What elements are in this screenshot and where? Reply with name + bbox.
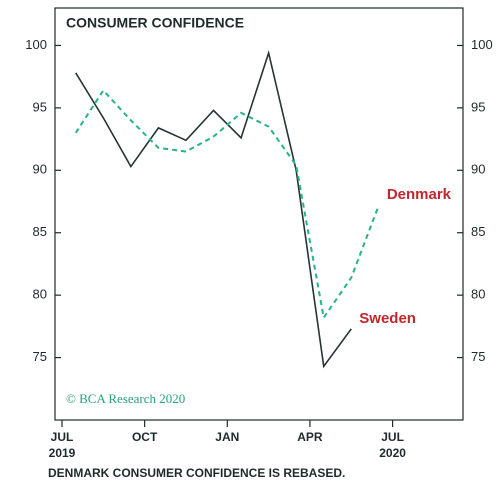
year-label: 2019 <box>49 446 76 460</box>
series-label: Sweden <box>359 310 416 327</box>
x-tick-label: JUL <box>51 430 74 444</box>
y2-tick-label: 95 <box>471 99 485 114</box>
y-tick-label: 90 <box>33 162 47 177</box>
x-tick-label: JAN <box>215 430 239 444</box>
y2-tick-label: 80 <box>471 287 485 302</box>
footnote: DENMARK CONSUMER CONFIDENCE IS REBASED. <box>48 466 345 480</box>
y2-tick-label: 90 <box>471 162 485 177</box>
y-tick-label: 100 <box>25 37 47 52</box>
year-label: 2020 <box>379 446 406 460</box>
x-tick-label: OCT <box>132 430 158 444</box>
y-tick-label: 75 <box>33 349 47 364</box>
x-tick-label: JUL <box>381 430 404 444</box>
y2-tick-label: 100 <box>471 37 493 52</box>
series-line <box>75 49 352 369</box>
y-tick-label: 85 <box>33 224 47 239</box>
y2-tick-label: 75 <box>471 349 485 364</box>
y-tick-label: 95 <box>33 99 47 114</box>
x-tick-label: APR <box>297 430 323 444</box>
y2-tick-label: 85 <box>471 224 485 239</box>
y-tick-label: 80 <box>33 287 47 302</box>
plot-frame <box>54 7 464 421</box>
source: © BCA Research 2020 <box>66 391 185 406</box>
series-line <box>74 88 380 321</box>
chart-title: CONSUMER CONFIDENCE <box>66 15 244 31</box>
series-label: Denmark <box>387 186 452 203</box>
